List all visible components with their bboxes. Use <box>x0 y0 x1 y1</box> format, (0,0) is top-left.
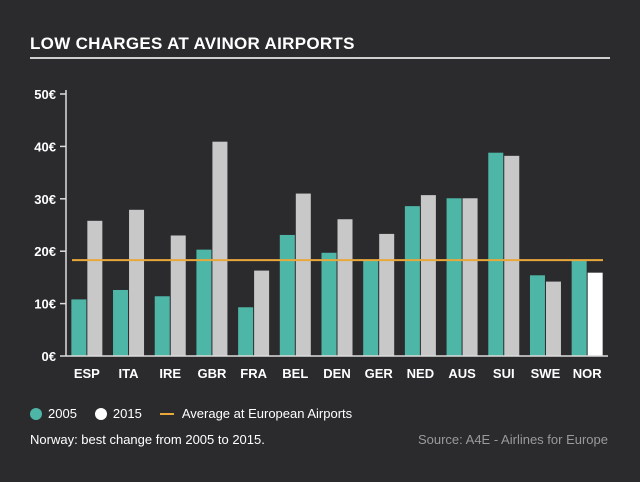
y-tick-label: 30€ <box>34 192 56 207</box>
x-tick-label: GBR <box>197 366 227 381</box>
bar-2015-ned <box>420 195 436 356</box>
x-tick-label: DEN <box>323 366 350 381</box>
y-tick-label: 20€ <box>34 244 56 259</box>
bar-2005-ire <box>154 296 170 356</box>
footnote: Norway: best change from 2005 to 2015. <box>30 432 265 447</box>
y-tick-label: 10€ <box>34 297 56 312</box>
legend-swatch-average <box>159 412 174 415</box>
bar-2005-den <box>321 252 337 356</box>
legend-swatch-2015 <box>94 407 107 420</box>
bar-2005-sui <box>488 152 504 356</box>
legend-item-2015: 2015 <box>94 406 142 421</box>
x-tick-label: SWE <box>531 366 561 381</box>
bar-2015-ire <box>170 235 186 356</box>
bar-2005-gbr <box>196 249 212 356</box>
legend-item-2005: 2005 <box>30 406 77 421</box>
legend-item-average: Average at European Airports <box>159 406 353 421</box>
legend-swatch-2005 <box>30 407 42 420</box>
bar-2015-gbr <box>212 141 228 356</box>
bar-2015-aus <box>462 198 478 356</box>
chart-title: LOW CHARGES AT AVINOR AIRPORTS <box>30 34 355 53</box>
title-divider <box>30 57 610 59</box>
bar-2015-nor <box>587 272 603 356</box>
bar-2005-bel <box>279 234 295 356</box>
x-tick-label: FRA <box>240 366 267 381</box>
y-tick-label: 50€ <box>34 87 56 102</box>
bar-2015-fra <box>254 270 270 356</box>
bar-2005-aus <box>446 198 462 356</box>
legend-label-2005: 2005 <box>48 406 77 421</box>
bar-2005-ned <box>404 206 420 356</box>
bar-2005-swe <box>529 275 545 356</box>
legend-label-average: Average at European Airports <box>181 406 353 421</box>
bar-2015-sui <box>504 155 520 356</box>
bar-2005-ger <box>363 260 379 356</box>
bar-2015-bel <box>295 193 311 356</box>
bar-2015-den <box>337 219 353 356</box>
bar-2015-ger <box>379 233 395 356</box>
legend: 2005 2015 Average at European Airports <box>30 406 370 421</box>
y-tick-label: 40€ <box>34 139 56 154</box>
bar-2005-esp <box>71 299 87 356</box>
x-tick-label: NED <box>407 366 434 381</box>
bar-2015-esp <box>87 220 103 356</box>
bar-chart: 0€ 10€ 20€ 30€ 40€ 50€ ESP ITA IRE GBR FRA BEL DEN GE… <box>34 87 608 381</box>
x-tick-label: AUS <box>448 366 476 381</box>
x-tick-label: BEL <box>282 366 308 381</box>
source-credit: Source: A4E - Airlines for Europe <box>417 432 608 447</box>
x-tick-label: GER <box>365 366 394 381</box>
legend-label-2015: 2015 <box>112 406 142 421</box>
x-tick-label: IRE <box>159 366 181 381</box>
bar-2015-swe <box>545 281 561 356</box>
bar-2005-fra <box>238 307 254 356</box>
y-tick-label: 0€ <box>42 349 56 364</box>
x-tick-label: NOR <box>573 366 603 381</box>
bar-2005-nor <box>571 260 587 356</box>
x-tick-label: ESP <box>74 366 100 381</box>
bar-2015-ita <box>129 209 145 356</box>
bar-2005-ita <box>113 289 129 356</box>
x-tick-label: ITA <box>119 366 140 381</box>
x-tick-label: SUI <box>493 366 515 381</box>
